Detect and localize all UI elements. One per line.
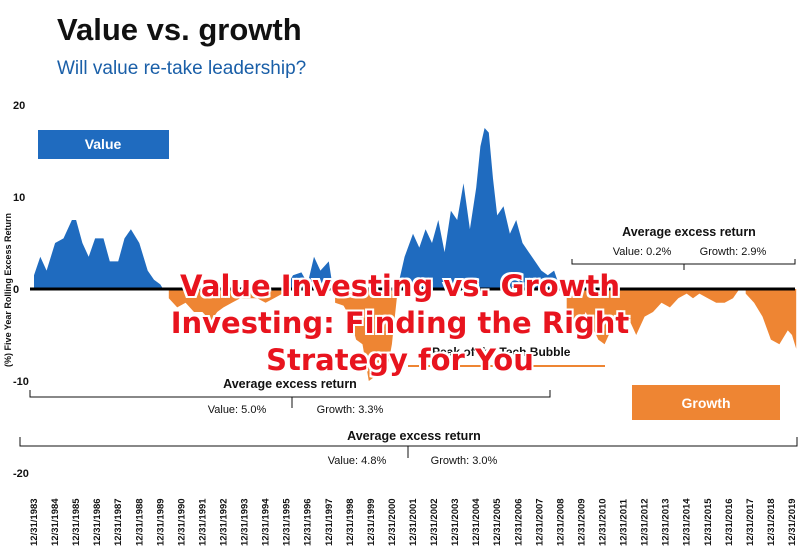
legend-value-swatch [38,130,169,159]
x-tick-label: 12/31/1992 [219,498,230,546]
full-avg-growth: Growth: 3.0% [431,455,498,467]
chart-title: Value vs. growth [57,12,302,47]
x-tick-label: 12/31/1985 [71,498,82,546]
x-tick-label: 12/31/2002 [429,498,440,546]
y-tick-label: 20 [13,100,25,112]
early-avg-value: Value: 5.0% [208,404,267,416]
x-tick-label: 12/31/2007 [534,498,545,546]
x-tick-label: 12/31/2010 [598,498,609,546]
x-tick-label: 12/31/1991 [197,498,208,546]
x-tick-label: 12/31/2012 [640,498,651,546]
x-tick-label: 12/31/2001 [408,498,419,546]
full-avg-value: Value: 4.8% [328,455,387,467]
y-axis-ticks: 20 10 0 -10 -20 [13,100,29,480]
x-tick-label: 12/31/1999 [366,498,377,546]
x-tick-label: 12/31/2014 [682,498,693,546]
value-area-4 [398,128,561,289]
growth-area-5 [566,289,740,345]
x-tick-label: 12/31/2017 [745,498,756,546]
recent-avg-value: Value: 0.2% [613,246,672,258]
legend-growth-swatch [632,385,780,420]
x-tick-label: 12/31/2005 [492,498,503,546]
x-tick-label: 12/31/1995 [282,498,293,546]
x-tick-label: 12/31/1993 [240,498,251,546]
legend-growth-label: Growth [682,395,731,411]
y-tick-label: -20 [13,468,29,480]
x-tick-label: 12/31/2008 [555,498,566,546]
x-tick-label: 12/31/1983 [29,498,40,546]
x-tick-label: 12/31/2013 [661,498,672,546]
x-tick-label: 12/31/1984 [50,498,61,546]
x-tick-label: 12/31/1989 [155,498,166,546]
x-axis-ticks: 12/31/1983 12/31/1984 12/31/1985 12/31/1986… [29,498,798,546]
full-avg-title: Average excess return [347,429,481,443]
x-tick-label: 12/31/2004 [471,498,482,546]
growth-area-3 [335,289,398,381]
y-tick-label: 0 [13,284,19,296]
x-tick-label: 12/31/1987 [113,498,124,546]
x-tick-label: 12/31/2015 [703,498,714,546]
legend-value-label: Value [85,136,122,152]
early-avg-growth: Growth: 3.3% [317,404,384,416]
value-area-0 [34,220,164,289]
value-area-2 [286,256,333,289]
x-tick-label: 12/31/2011 [619,498,630,546]
overlay-line-1: Value Investing vs. Growth [180,269,620,303]
early-avg-title: Average excess return [223,377,357,391]
x-tick-label: 12/31/1990 [176,498,187,546]
x-tick-label: 12/31/1996 [303,498,314,546]
chart-subtitle: Will value re-take leadership? [57,58,307,79]
y-axis-label: (%) Five Year Rolling Excess Return [3,213,13,367]
x-tick-label: 12/31/2003 [450,498,461,546]
x-tick-label: 12/31/2019 [787,498,798,546]
recent-avg-growth: Growth: 2.9% [700,246,767,258]
x-tick-label: 12/31/2000 [387,498,398,546]
x-tick-label: 12/31/1997 [324,498,335,546]
growth-area-1 [168,289,286,322]
article-title-overlay: Value Investing vs. Growth Investing: Fi… [120,268,680,379]
x-tick-label: 12/31/1998 [345,498,356,546]
x-tick-label: 12/31/2009 [576,498,587,546]
early-avg-bracket [29,390,551,408]
x-tick-label: 12/31/2018 [766,498,777,546]
tech-bubble-annotation: Peak of the Tech Bubble [432,345,571,359]
x-tick-label: 12/31/2016 [724,498,735,546]
full-avg-bracket [19,437,798,458]
overlay-line-2: Investing: Finding the Right [170,306,630,340]
recent-avg-title: Average excess return [622,225,756,239]
y-tick-label: -10 [13,376,29,388]
plot-areas [34,128,797,381]
x-tick-label: 12/31/1988 [134,498,145,546]
x-tick-label: 12/31/1986 [92,498,103,546]
y-tick-label: 10 [13,192,25,204]
overlay-line-3: Strategy for You [266,343,534,377]
recent-avg-bracket [571,259,796,270]
growth-area-6 [745,289,797,349]
x-tick-label: 12/31/2006 [513,498,524,546]
x-tick-label: 12/31/1994 [261,498,272,546]
